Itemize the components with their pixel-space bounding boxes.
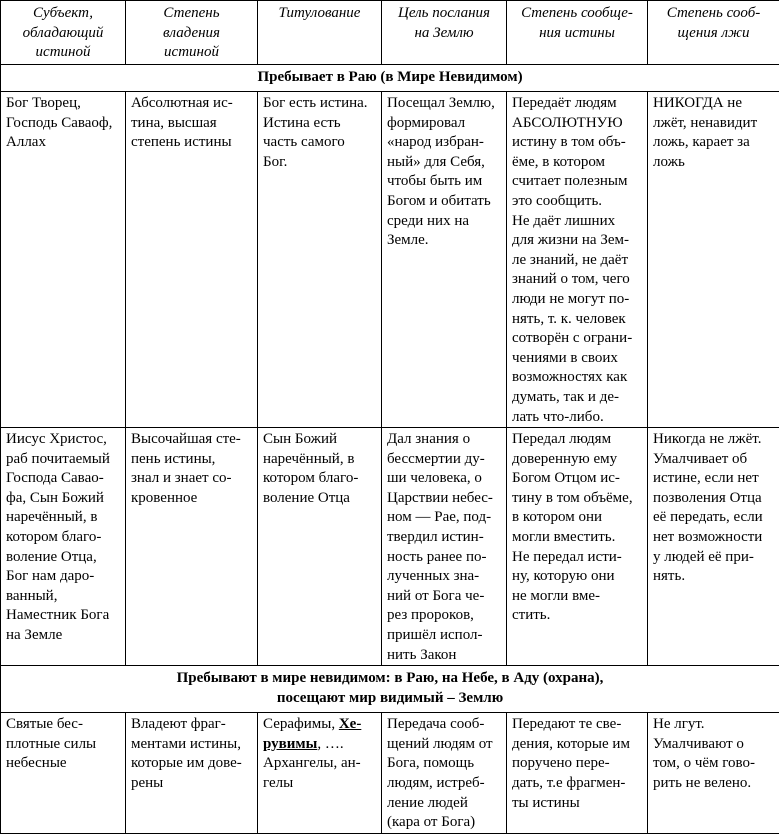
table-cell: Бог есть истина. Истина есть часть самог… (258, 92, 382, 428)
table-cell: Передача сооб- щений людям от Бога, помо… (382, 713, 507, 834)
table-cell: Абсолютная ис- тина, высшая степень исти… (126, 92, 258, 428)
section-row: Пребывает в Раю (в Мире Невидимом) (1, 65, 779, 92)
table-cell: Никогда не лжёт. Умалчивает об истине, е… (648, 428, 779, 666)
table-cell: Святые бес- плотные силы небесные (1, 713, 126, 834)
header-subject: Субъект, обладающий истиной (1, 1, 126, 65)
table-cell: Передал людям доверенную ему Богом Отцом… (507, 428, 648, 666)
header-truth-communication: Степень сообще- ния истины (507, 1, 648, 65)
table-row: Иисус Христос, раб почитаемый Господа Са… (1, 428, 779, 666)
table-cell: Иисус Христос, раб почитаемый Господа Са… (1, 428, 126, 666)
table-cell: НИКОГДА не лжёт, ненавидит ложь, карает … (648, 92, 779, 428)
table-cell: Дал знания о бессмертии ду- ши человека,… (382, 428, 507, 666)
header-mission: Цель послания на Землю (382, 1, 507, 65)
table-row: Святые бес- плотные силы небесные Владею… (1, 713, 779, 834)
section-heading: Пребывают в мире невидимом: в Раю, на Не… (1, 666, 779, 713)
table-cell: Высочайшая сте- пень истины, знал и знае… (126, 428, 258, 666)
table-cell: Передают те све- дения, которые им поруч… (507, 713, 648, 834)
header-title: Титулование (258, 1, 382, 65)
table-cell: Передаёт людям АБСОЛЮТНУЮ истину в том о… (507, 92, 648, 428)
table-cell: Не лгут. Умалчивают о том, о чём гово- р… (648, 713, 779, 834)
header-row: Субъект, обладающий истиной Степень влад… (1, 1, 779, 65)
header-lie-communication: Степень сооб- щения лжи (648, 1, 779, 65)
section-heading: Пребывает в Раю (в Мире Невидимом) (1, 65, 779, 92)
table-cell: Посещал Землю, формировал «народ избран-… (382, 92, 507, 428)
table-cell: Сын Божий наречённый, в котором благо- в… (258, 428, 382, 666)
section-row: Пребывают в мире невидимом: в Раю, на Не… (1, 666, 779, 713)
header-truth-degree: Степень владения истиной (126, 1, 258, 65)
table-cell: Бог Творец, Господь Саваоф, Аллах (1, 92, 126, 428)
table-row: Бог Творец, Господь Саваоф, Аллах Абсолю… (1, 92, 779, 428)
cell-text: Серафимы, (263, 716, 339, 732)
table-cell: Владеют фраг- ментами истины, которые им… (126, 713, 258, 834)
table-cell: Серафимы, Хе- рувимы, …. Архангелы, ан- … (258, 713, 382, 834)
